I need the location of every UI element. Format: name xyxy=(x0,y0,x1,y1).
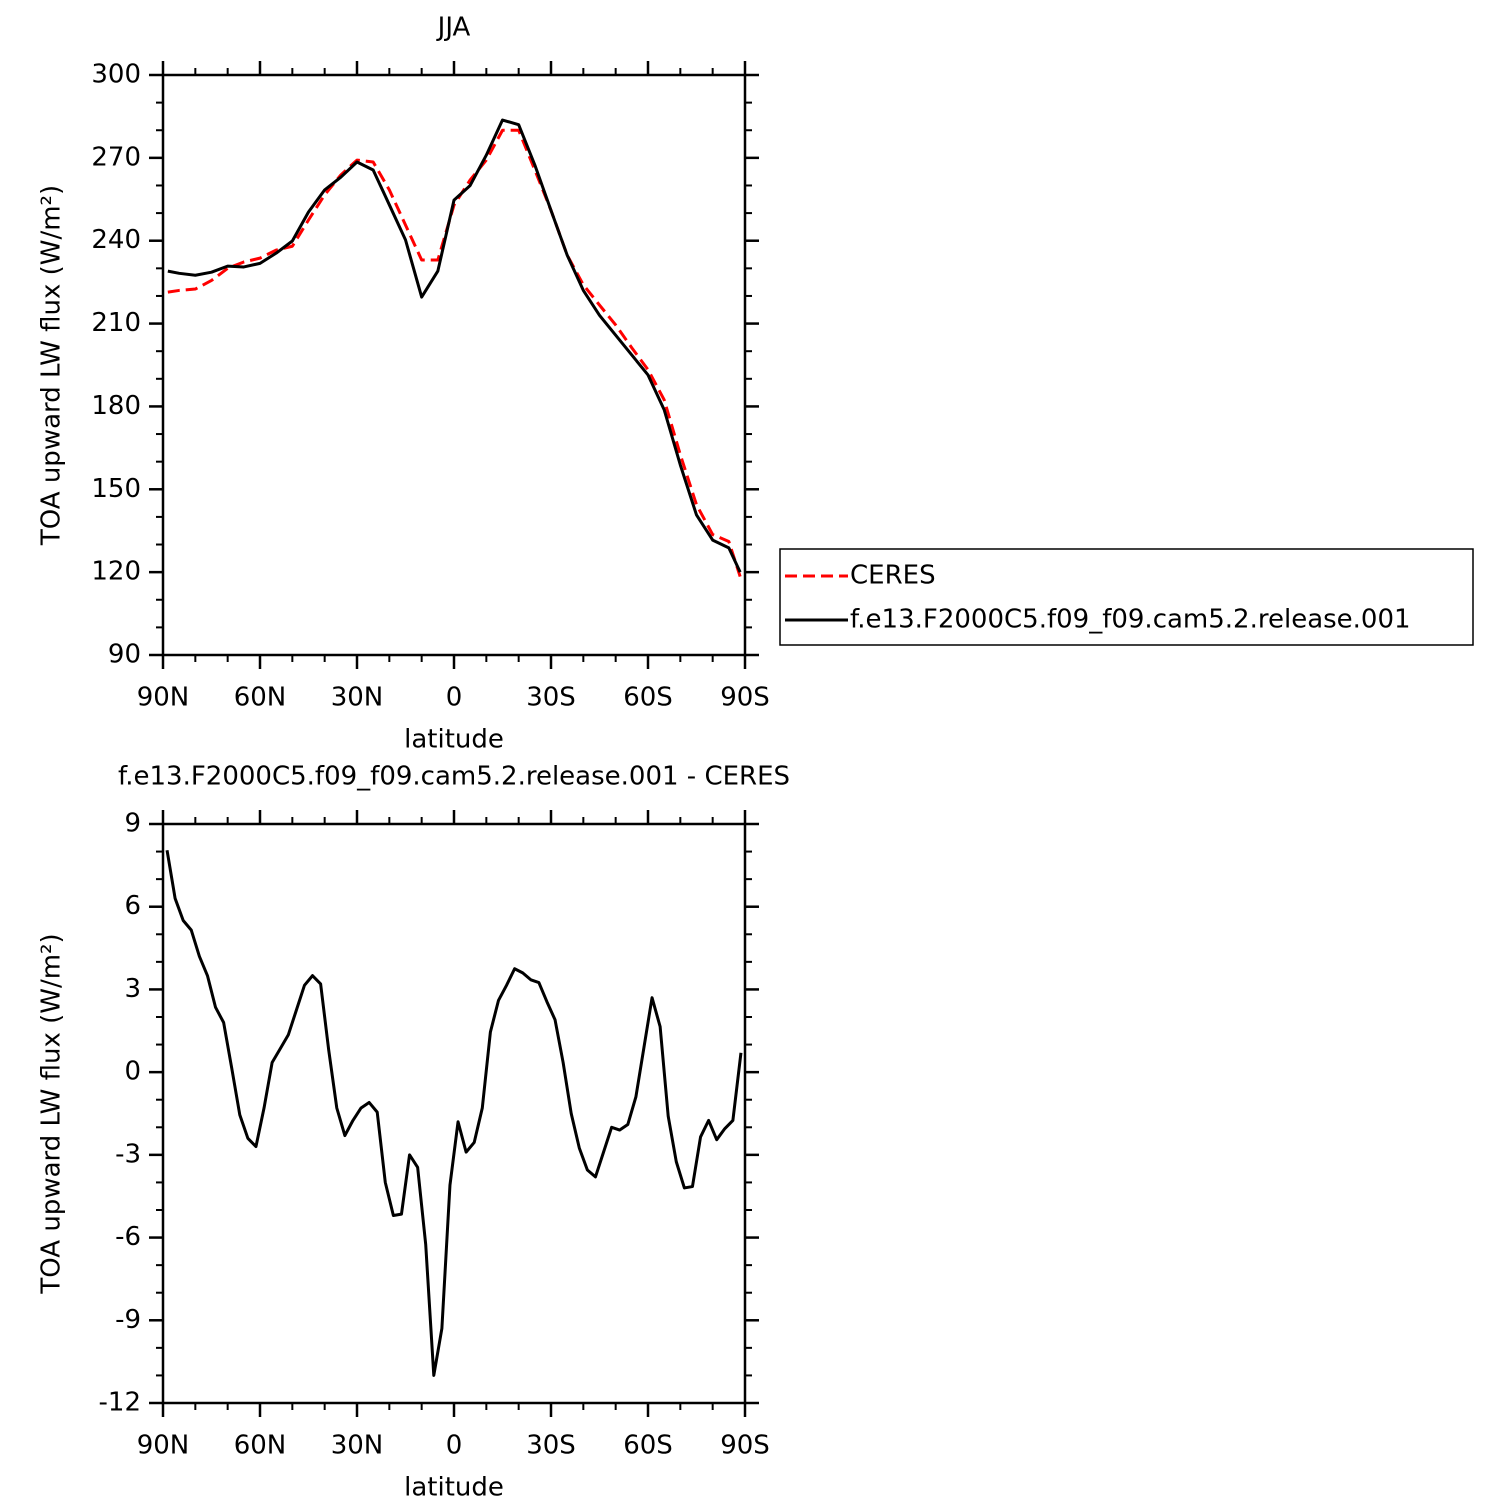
x-tick-label: 0 xyxy=(446,1431,463,1461)
x-tick-label: 90N xyxy=(137,1431,190,1461)
data-line xyxy=(165,849,743,1377)
chart-title: f.e13.F2000C5.f09_f09.cam5.2.release.001… xyxy=(118,762,790,792)
y-axis-label: TOA upward LW flux (W/m²) xyxy=(37,185,67,546)
x-tick-label: 90S xyxy=(720,683,770,713)
x-tick-label: 30S xyxy=(526,1431,576,1461)
x-tick-label: 0 xyxy=(446,683,463,713)
y-axis-label: TOA upward LW flux (W/m²) xyxy=(37,933,67,1294)
y-tick-label: 150 xyxy=(91,474,141,504)
y-tick-label: 300 xyxy=(91,60,141,90)
legend-label: f.e13.F2000C5.f09_f09.cam5.2.release.001 xyxy=(850,605,1411,635)
plot-frame xyxy=(161,822,747,1405)
legend-box xyxy=(779,548,1474,646)
y-tick-label: 180 xyxy=(91,391,141,421)
y-tick-label: 270 xyxy=(91,142,141,172)
y-tick-label: 90 xyxy=(108,640,141,670)
plot-frame xyxy=(161,73,747,657)
x-tick-label: 90S xyxy=(720,1431,770,1461)
y-tick-label: -6 xyxy=(115,1222,141,1252)
x-tick-label: 30N xyxy=(331,1431,384,1461)
y-tick-label: -12 xyxy=(99,1388,141,1418)
y-tick-label: 6 xyxy=(124,891,141,921)
data-line xyxy=(167,128,742,578)
y-tick-label: -3 xyxy=(115,1139,141,1169)
legend-label: CERES xyxy=(850,561,936,591)
chart-title: JJA xyxy=(436,13,471,43)
y-tick-label: 3 xyxy=(124,974,141,1004)
y-tick-label: 0 xyxy=(124,1057,141,1087)
x-axis-label: latitude xyxy=(404,1473,504,1503)
x-tick-label: 90N xyxy=(137,683,190,713)
x-tick-label: 60S xyxy=(623,683,673,713)
x-tick-label: 60S xyxy=(623,1431,673,1461)
data-line xyxy=(167,118,742,573)
y-tick-label: -9 xyxy=(115,1305,141,1335)
x-tick-label: 30N xyxy=(331,683,384,713)
y-tick-label: 210 xyxy=(91,308,141,338)
y-tick-label: 120 xyxy=(91,557,141,587)
y-tick-label: 9 xyxy=(124,809,141,839)
x-tick-label: 60N xyxy=(234,1431,287,1461)
x-tick-label: 30S xyxy=(526,683,576,713)
y-tick-label: 240 xyxy=(91,225,141,255)
x-axis-label: latitude xyxy=(404,725,504,755)
x-tick-label: 60N xyxy=(234,683,287,713)
